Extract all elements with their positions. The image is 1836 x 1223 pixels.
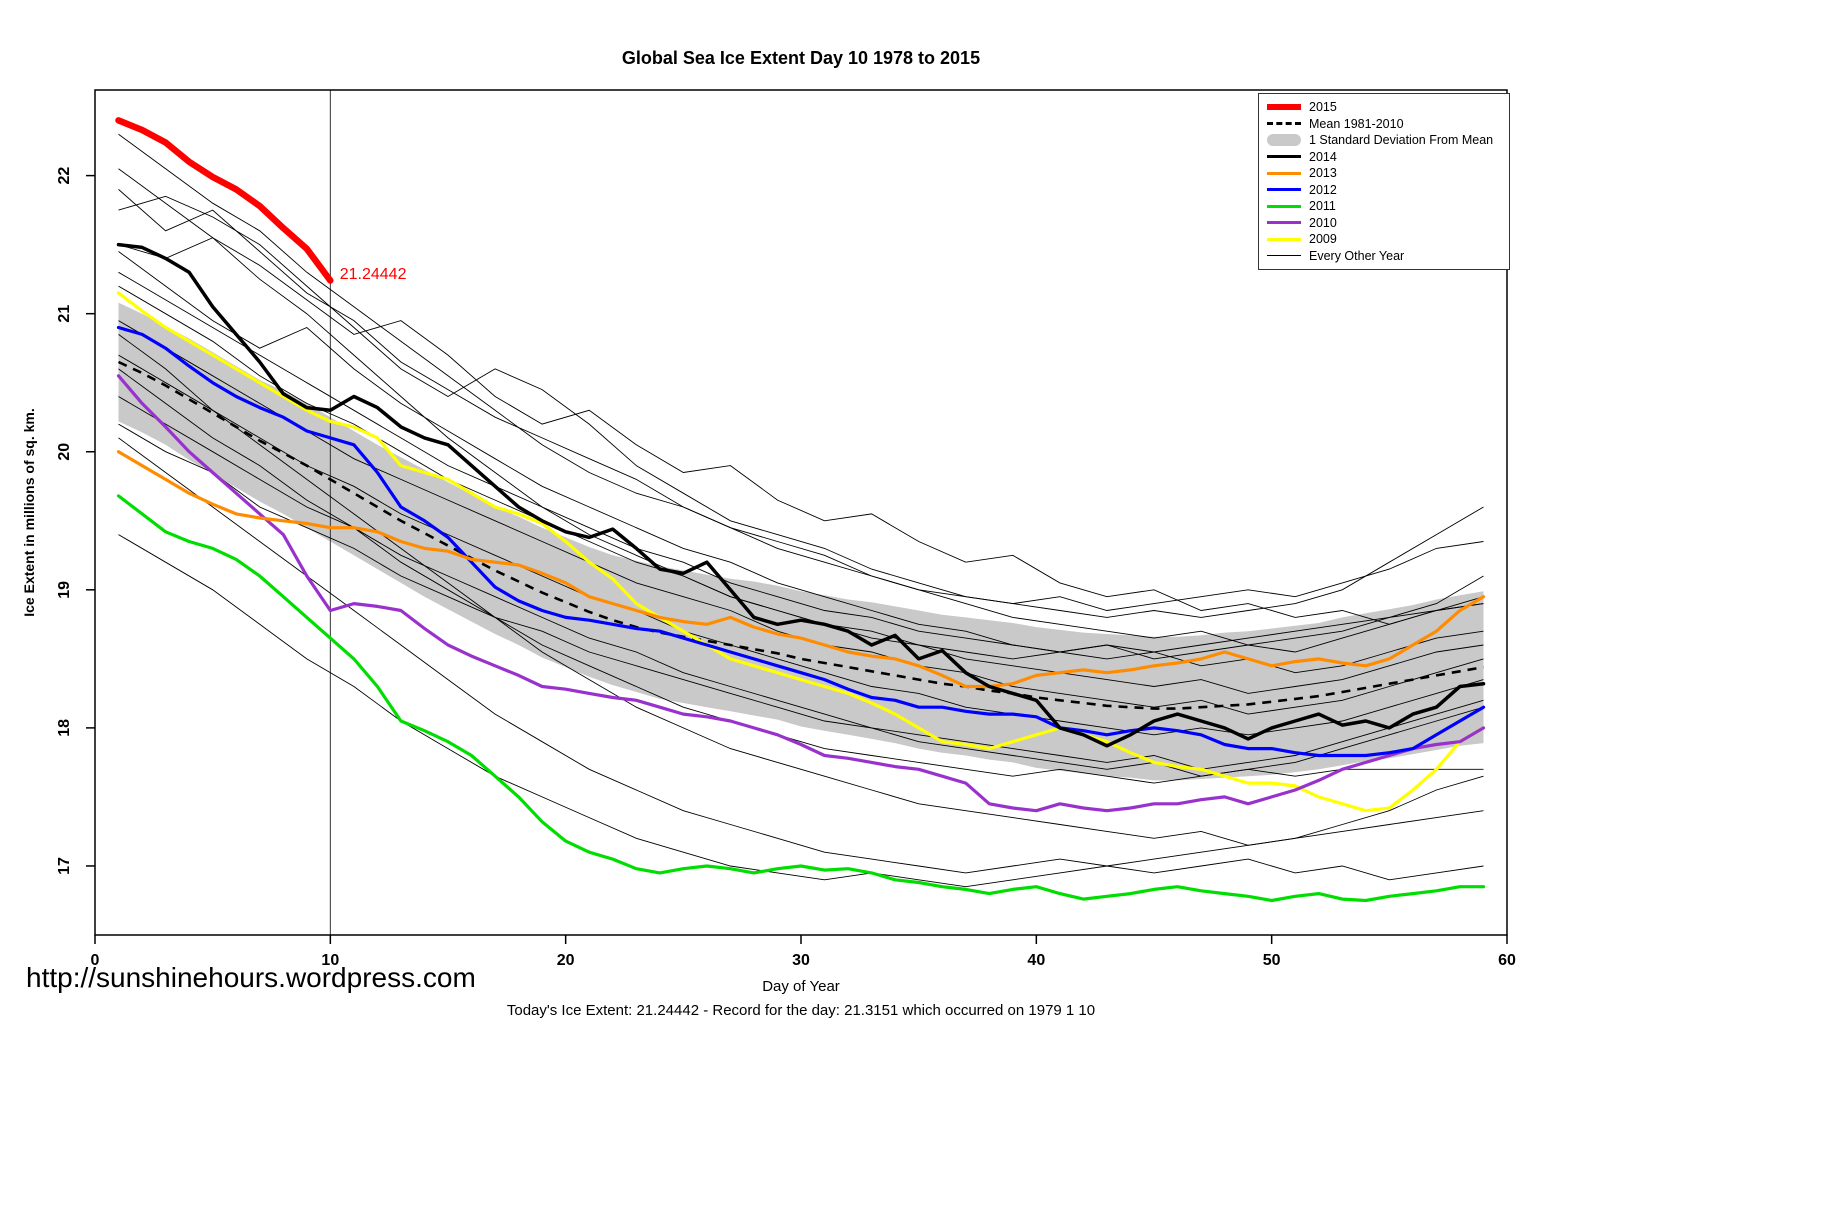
x-tick-label: 60 (1498, 952, 1516, 969)
watermark-url: http://sunshinehours.wordpress.com (26, 962, 476, 993)
footer-note: Today's Ice Extent: 21.24442 - Record fo… (506, 1002, 1096, 1019)
series-2010 (116, 374, 1486, 813)
legend-swatch-line (1267, 104, 1301, 111)
mean-line (117, 360, 1484, 710)
every-other-year-line (118, 195, 1484, 611)
legend-swatch-dash (1267, 122, 1301, 126)
every-other-year-line (118, 237, 1484, 625)
x-tick-label: 20 (557, 952, 575, 969)
every-other-year-line (118, 168, 1484, 660)
legend-item: 2009 (1267, 231, 1505, 248)
every-other-year-line (118, 534, 1484, 888)
every-other-year-line (118, 423, 1484, 777)
legend-item: 2015 (1267, 99, 1505, 116)
chart-title: Global Sea Ice Extent Day 10 1978 to 201… (621, 48, 981, 68)
legend-swatch-line (1267, 188, 1301, 192)
legend-label: 2012 (1309, 182, 1337, 197)
legend-item: 2010 (1267, 215, 1505, 232)
legend-label: Mean 1981-2010 (1309, 116, 1404, 131)
today-value-annotation: 21.24442 (340, 266, 407, 283)
every-other-year-line (118, 334, 1484, 846)
legend-label: 1 Standard Deviation From Mean (1309, 133, 1494, 148)
legend-swatch-line (1267, 204, 1301, 208)
legend-label: 2013 (1309, 166, 1337, 181)
x-tick-label: 40 (1027, 952, 1045, 969)
every-other-year-line (118, 396, 1484, 770)
series-2009 (116, 291, 1486, 813)
x-tick-label: 10 (321, 952, 339, 969)
legend-label: 2015 (1309, 100, 1337, 115)
x-tick-label: 30 (792, 952, 810, 969)
x-tick-label: 0 (91, 952, 100, 969)
legend-item: 2011 (1267, 198, 1505, 215)
y-tick-label: 20 (56, 443, 73, 461)
series-2013 (116, 450, 1486, 689)
legend-label: 2010 (1309, 215, 1337, 230)
series-2011 (116, 494, 1486, 903)
legend-swatch-line (1267, 171, 1301, 175)
legend-item: 2014 (1267, 149, 1505, 166)
legend-label: 2014 (1309, 149, 1337, 164)
legend-item: 2013 (1267, 165, 1505, 182)
legend-swatch-line (1267, 237, 1301, 241)
legend-item: Mean 1981-2010 (1267, 116, 1505, 133)
y-tick-label: 19 (56, 581, 73, 599)
series-2014 (116, 242, 1486, 748)
y-tick-label: 21 (56, 305, 73, 323)
every-other-year-line (118, 271, 1484, 660)
legend-item: 2012 (1267, 182, 1505, 199)
y-tick-label: 22 (56, 167, 73, 185)
every-other-year-line (118, 368, 1484, 784)
every-other-year-line (118, 133, 1484, 618)
legend-label: 2009 (1309, 232, 1337, 247)
legend-label: Every Other Year (1309, 248, 1405, 263)
y-tick-label: 17 (56, 857, 73, 875)
series-2012 (116, 325, 1486, 758)
legend-swatch-line (1267, 255, 1301, 257)
legend-box: 2015 Mean 1981-2010 1 Standard Deviation F… (1258, 93, 1510, 270)
x-tick-label: 50 (1263, 952, 1281, 969)
legend-label: 2011 (1309, 199, 1336, 214)
std-dev-band (118, 302, 1484, 781)
legend-swatch-line (1267, 221, 1301, 225)
legend-item: 1 Standard Deviation From Mean (1267, 132, 1505, 149)
y-tick-label: 18 (56, 719, 73, 737)
series-2015 (115, 117, 334, 284)
legend-swatch-band (1267, 134, 1301, 147)
every-other-year-line (118, 189, 1484, 646)
legend-item: Every Other Year (1267, 248, 1505, 265)
legend-swatch-line (1267, 155, 1301, 159)
y-axis-title: Ice Extent in millions of sq. km. (21, 408, 37, 617)
x-axis-title: Day of Year (762, 978, 840, 995)
